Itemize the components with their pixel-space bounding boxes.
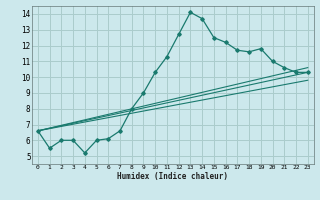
X-axis label: Humidex (Indice chaleur): Humidex (Indice chaleur) (117, 172, 228, 181)
